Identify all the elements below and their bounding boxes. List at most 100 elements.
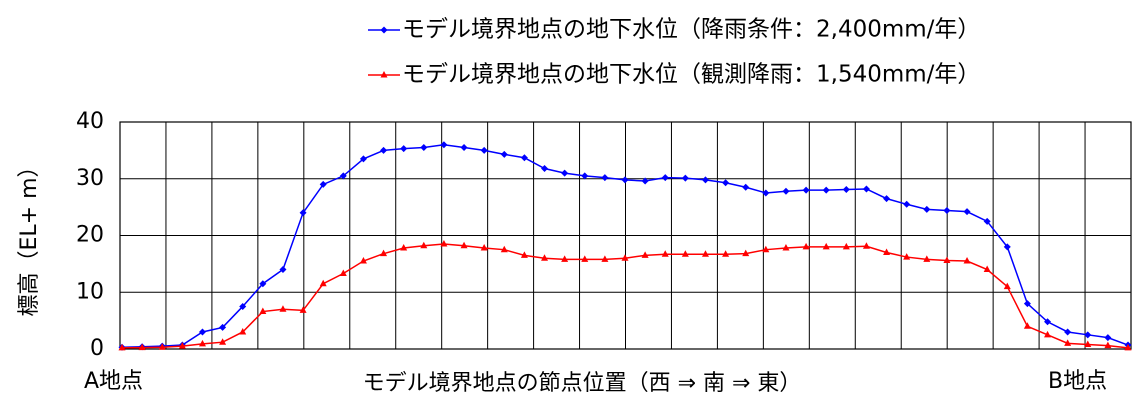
marker [862,242,870,249]
marker [561,169,569,177]
marker [380,146,388,154]
marker [198,328,206,336]
marker [641,177,649,185]
marker [802,186,810,194]
marker [158,343,166,350]
marker [561,255,569,262]
marker [259,280,267,288]
marker [681,174,689,182]
marker [963,208,971,216]
marker [722,179,730,187]
annotation: B地点 [1048,369,1107,394]
marker [862,185,870,193]
marker [943,207,951,215]
marker [1124,343,1132,351]
marker [983,217,991,225]
marker [1044,318,1052,326]
marker [299,209,307,217]
marker [782,187,790,195]
marker [722,250,730,257]
marker [380,26,388,34]
legend-label: モデル境界地点の地下水位（観測降雨：1,540mm/年） [402,62,980,88]
marker [380,71,388,78]
marker [943,256,951,263]
marker [903,200,911,208]
marker [118,343,126,351]
marker [1023,300,1031,308]
y-tick-label: 0 [90,336,104,361]
marker [822,242,830,250]
y-axis-label: 標高（EL+ m） [17,155,42,316]
marker [1084,340,1092,347]
marker [219,338,227,345]
marker [138,343,146,351]
marker [842,242,850,250]
marker [460,144,468,152]
marker [782,243,790,251]
marker [1044,330,1052,338]
marker [541,254,549,261]
marker [802,242,810,250]
marker [319,279,327,287]
marker [460,241,468,249]
marker [400,145,408,153]
marker [581,255,589,262]
y-tick-label: 20 [76,223,104,248]
marker [1084,331,1092,339]
marker [339,269,347,277]
marker [601,255,609,262]
marker [239,327,247,335]
marker [581,172,589,180]
marker [198,339,206,347]
marker [299,306,307,313]
marker [440,240,448,247]
marker [661,174,669,182]
marker [601,174,609,182]
marker [219,323,227,331]
marker [621,176,629,184]
marker [500,245,508,253]
marker [279,266,287,274]
x-axis-label: モデル境界地点の節点位置（西 ⇒ 南 ⇒ 東） [363,371,802,396]
marker [883,248,891,256]
marker [420,241,428,249]
marker [681,250,689,257]
marker [480,243,488,251]
marker [520,154,528,162]
marker [701,176,709,184]
marker [822,186,830,194]
marker [1003,282,1011,290]
marker [983,265,991,273]
marker [359,257,367,264]
y-tick-label: 10 [76,279,104,304]
marker [621,254,629,261]
legend-label: モデル境界地点の地下水位（降雨条件：2,400mm/年） [402,17,980,43]
marker [1104,334,1112,342]
marker [520,251,528,258]
marker [1003,243,1011,251]
marker [903,253,911,260]
marker [279,305,287,312]
marker [1064,328,1072,336]
marker [239,302,247,310]
marker [1023,322,1031,329]
marker [963,257,971,264]
annotation: A地点 [84,369,143,394]
marker [923,255,931,262]
marker [541,165,549,173]
marker [842,186,850,194]
marker [1064,339,1072,346]
marker [762,189,770,197]
y-tick-label: 30 [76,166,104,191]
marker [420,144,428,152]
y-tick-label: 40 [76,109,104,134]
marker [500,150,508,158]
marker [641,251,649,258]
marker [742,249,750,257]
marker [661,250,669,257]
marker [259,307,267,315]
marker [923,205,931,213]
marker [762,245,770,253]
